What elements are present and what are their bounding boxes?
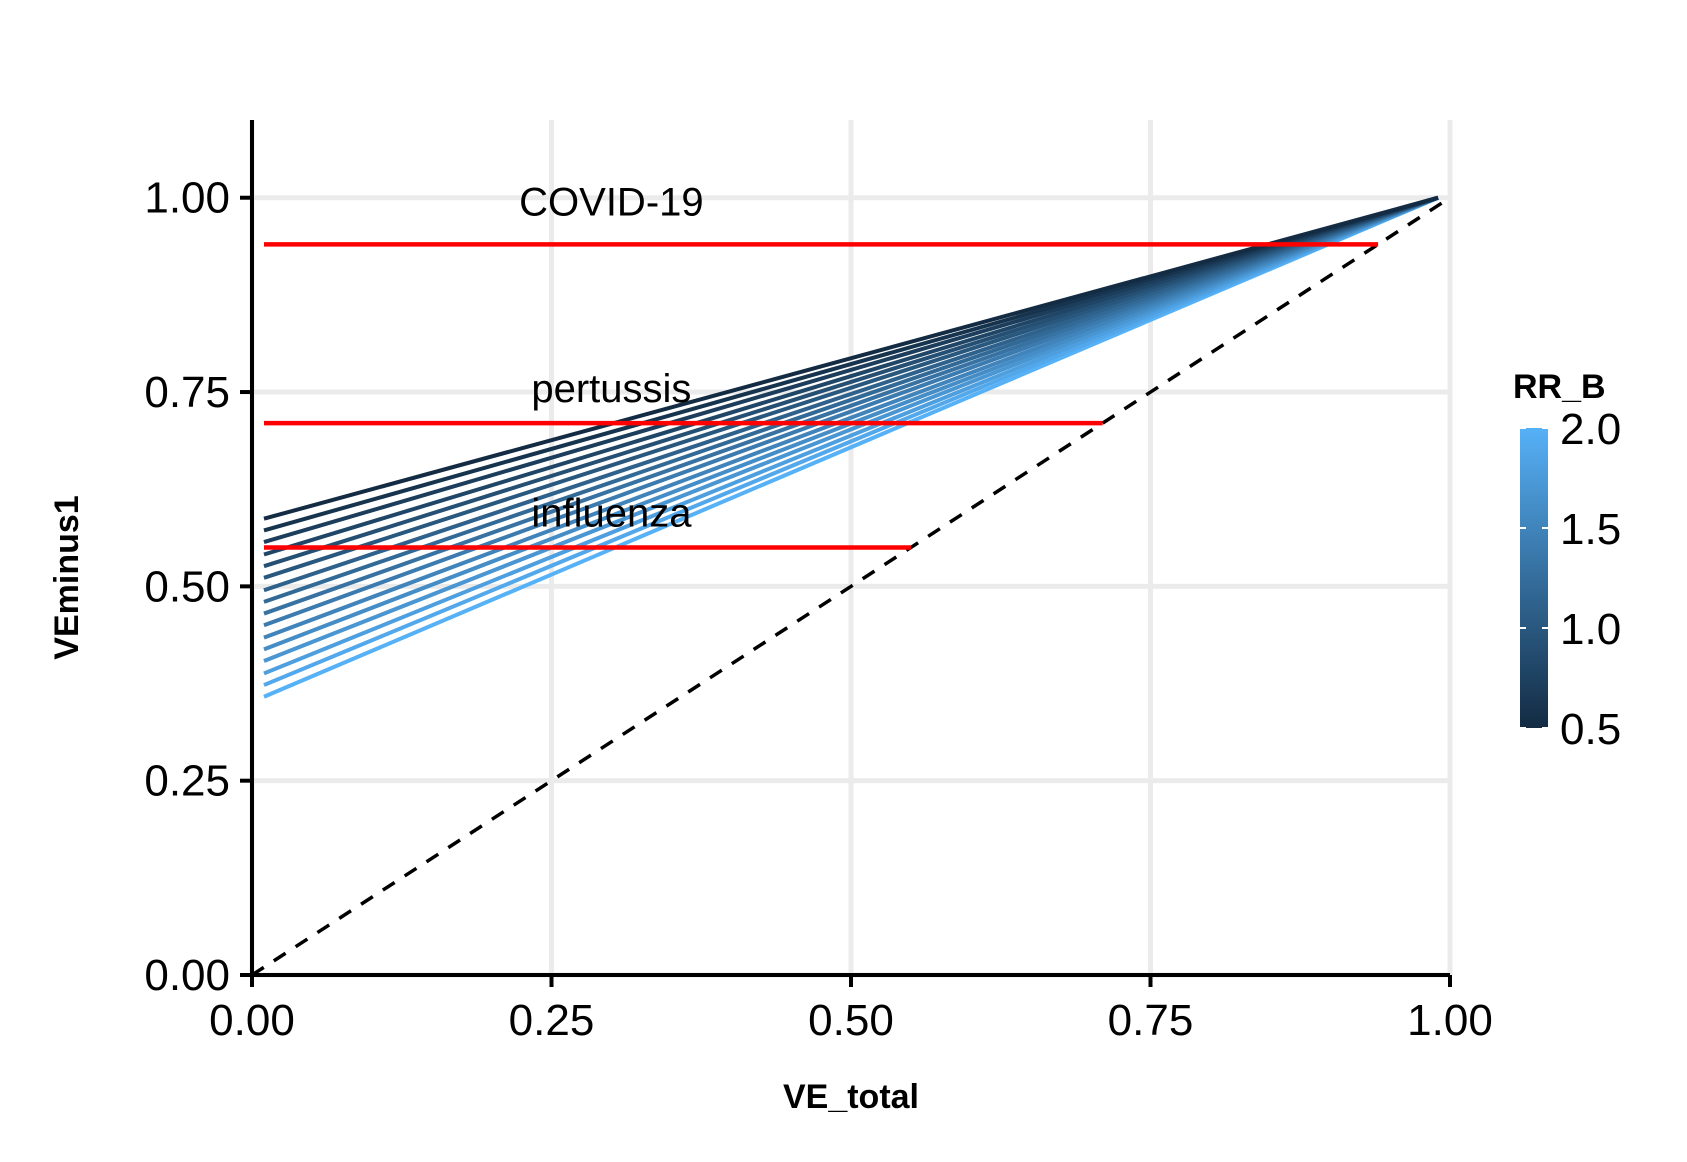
- legend-tick-label: 1.5: [1560, 505, 1621, 554]
- series-line: [263, 195, 1439, 521]
- legend: RR_B 0.5 1.0 1.5 2.0: [1513, 368, 1621, 754]
- y-tick-label: 1.00: [144, 174, 230, 223]
- colorbar: [1520, 428, 1548, 728]
- y-axis-title: VEminus1: [48, 495, 86, 659]
- y-tick-label: 0.00: [144, 951, 230, 1000]
- legend-title: RR_B: [1513, 368, 1606, 406]
- reference-line-group: [251, 196, 1451, 977]
- x-tick-label: 0.50: [808, 996, 894, 1045]
- x-tick-label: 0.75: [1108, 996, 1194, 1045]
- reference-line: [251, 196, 1451, 977]
- x-axis-title: VE_total: [783, 1078, 919, 1116]
- series-lines: [263, 195, 1439, 699]
- x-tick-label: 0.00: [209, 996, 295, 1045]
- legend-tick-label: 0.5: [1560, 705, 1621, 754]
- annotation-label: pertussis: [531, 367, 691, 411]
- annotation-label: COVID-19: [519, 181, 704, 225]
- x-tick-label: 0.25: [509, 996, 595, 1045]
- legend-tick-label: 2.0: [1560, 405, 1621, 454]
- x-tick-label: 1.00: [1407, 996, 1493, 1045]
- y-tick-label: 0.25: [144, 757, 230, 806]
- axes: 0.00 0.25 0.50 0.75 1.00 0.00 0.25 0.50 0.75 1.00: [144, 120, 1493, 1045]
- y-tick-label: 0.75: [144, 368, 230, 417]
- annotation-label: influenza: [531, 492, 692, 536]
- legend-tick-label: 1.0: [1560, 605, 1621, 654]
- annotations: COVID-19 pertussis influenza: [263, 181, 1379, 550]
- y-tick-label: 0.50: [144, 562, 230, 611]
